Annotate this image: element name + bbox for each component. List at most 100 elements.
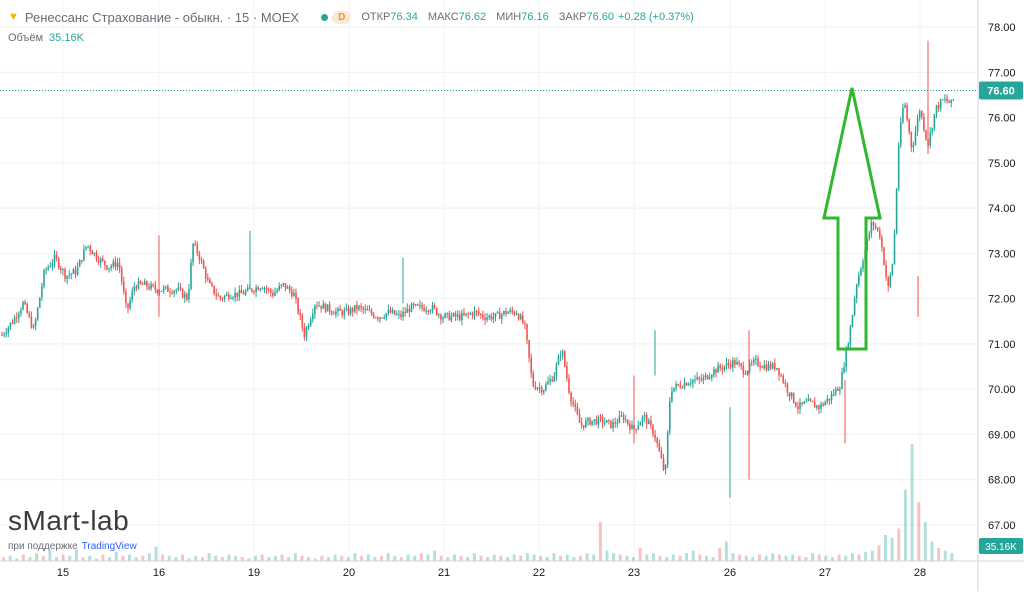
candle-body	[813, 402, 816, 408]
x-tick-label: 16	[153, 567, 165, 579]
candle-body	[782, 375, 784, 383]
x-tick-label: 19	[248, 567, 260, 579]
volume-bar	[890, 537, 894, 561]
candle-body	[120, 268, 123, 282]
candle-body	[368, 310, 371, 312]
volume-bar	[74, 549, 78, 561]
candle-body	[45, 269, 47, 271]
candle-body	[557, 356, 560, 365]
open-value: 76.34	[390, 11, 418, 23]
candle-body	[477, 311, 480, 315]
candle-body	[389, 309, 392, 313]
volume-bar	[870, 550, 874, 561]
candle-body	[47, 267, 49, 270]
candle-body	[49, 266, 52, 268]
volume-bar	[154, 546, 158, 561]
volume-bar	[671, 554, 675, 561]
volume-bar	[738, 554, 742, 561]
candle-body	[944, 98, 946, 100]
volume-bar	[731, 553, 735, 561]
candle-body	[400, 313, 402, 317]
candle-body	[230, 298, 232, 300]
tradingview-link[interactable]: TradingView	[81, 541, 137, 552]
volume-bar	[439, 555, 443, 561]
candle-body	[702, 377, 705, 381]
candle-body	[564, 351, 566, 367]
candle-body	[144, 281, 146, 285]
candle-body	[433, 305, 436, 308]
candle-body	[219, 296, 222, 299]
candle-body	[30, 316, 33, 328]
volume-bar	[21, 554, 25, 561]
candle-body	[295, 292, 297, 299]
candle-body	[259, 288, 262, 290]
candle-body	[759, 365, 761, 368]
volume-bar	[479, 555, 483, 561]
volume-bar	[771, 553, 775, 561]
candle-body	[637, 425, 640, 430]
volume-bar	[360, 555, 364, 561]
candle-body	[543, 390, 545, 393]
candle-body	[307, 325, 310, 328]
candle-body	[536, 387, 539, 390]
candle-body	[360, 306, 362, 308]
candle-body	[561, 351, 564, 356]
high-value: 76.62	[458, 11, 487, 23]
candle-body	[505, 310, 507, 314]
candle-body	[551, 379, 553, 382]
chevron-icon[interactable]: ▼	[8, 11, 19, 23]
candle-body	[906, 105, 908, 120]
volume-bar	[930, 541, 934, 561]
candle-body	[900, 122, 902, 146]
volume-axis-label-bg	[979, 538, 1023, 554]
candle-body	[34, 319, 37, 327]
candle-body	[606, 420, 608, 423]
candle-body	[658, 443, 661, 452]
candle-body	[744, 373, 747, 375]
volume-bar	[486, 557, 490, 561]
candle-body	[162, 287, 165, 291]
candle-body	[618, 415, 621, 423]
last-price-label-bg	[979, 81, 1023, 100]
candle-body	[769, 364, 772, 369]
candle-body	[148, 286, 150, 289]
candle-body	[918, 111, 921, 119]
volume-bar	[506, 557, 510, 561]
candle-body	[213, 285, 215, 294]
instrument-title: Ренессанс Страхование - обыкн. · 15 · MO…	[24, 9, 300, 25]
candle-body	[652, 425, 654, 435]
candle-body	[435, 307, 438, 315]
candle-body	[274, 292, 276, 296]
volume-bar	[678, 555, 682, 561]
candle-body	[484, 317, 486, 320]
candle-body	[874, 225, 877, 228]
volume-bar	[857, 554, 861, 561]
candle-body	[322, 303, 325, 309]
y-tick-label: 73.00	[988, 248, 1016, 260]
candle-body	[387, 309, 390, 314]
candle-body	[263, 287, 266, 289]
candle-body	[767, 364, 770, 371]
candle-body	[629, 423, 631, 430]
candle-body	[492, 316, 495, 320]
candle-body	[610, 420, 612, 429]
high-label: МАКС	[427, 11, 459, 23]
candle-body	[608, 420, 610, 422]
volume-bar	[592, 554, 596, 561]
candle-body	[43, 270, 45, 287]
change-value: +0.28 (+0.37%)	[617, 11, 694, 23]
candle-body	[242, 293, 245, 295]
interval-badge[interactable]: D	[332, 10, 352, 24]
candle-body	[750, 362, 753, 364]
candle-body	[818, 405, 820, 409]
candle-body	[627, 419, 629, 424]
candle-body	[461, 313, 463, 320]
candle-body	[595, 419, 598, 425]
candle-body	[446, 312, 448, 314]
volume-bar	[81, 557, 85, 561]
candle-body	[660, 451, 663, 459]
candle-body	[486, 317, 488, 320]
candle-body	[28, 312, 31, 317]
candle-body	[666, 432, 669, 466]
